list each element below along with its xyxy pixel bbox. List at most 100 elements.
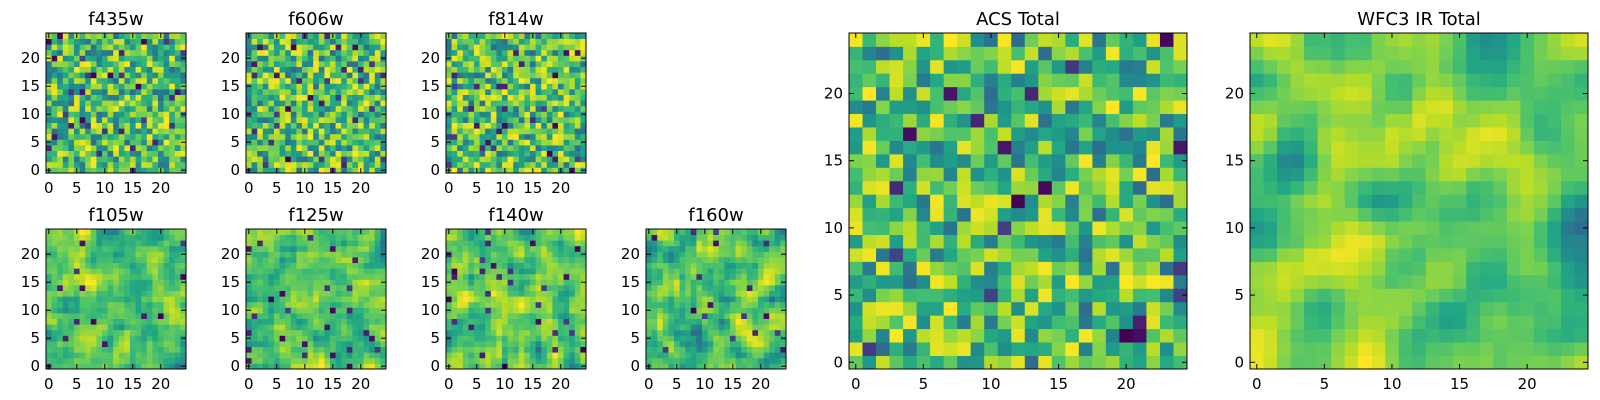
heatmap-cell xyxy=(163,352,170,359)
heatmap-cell xyxy=(169,301,176,308)
heatmap-cell xyxy=(79,335,86,342)
heatmap-cell xyxy=(374,251,381,258)
heatmap-cell xyxy=(135,363,142,370)
heatmap-cell xyxy=(696,273,703,280)
heatmap-cell xyxy=(674,296,680,303)
heatmap-cell xyxy=(302,55,308,62)
heatmap-cell xyxy=(174,279,181,286)
heatmap-cell xyxy=(646,273,652,280)
heatmap-cell xyxy=(735,313,742,319)
heatmap-cell xyxy=(546,145,553,151)
heatmap-cell xyxy=(290,346,297,353)
heatmap-cell xyxy=(274,296,280,303)
heatmap-cell xyxy=(518,72,525,79)
heatmap-cell xyxy=(358,296,364,303)
heatmap-cell xyxy=(251,324,258,331)
heatmap-cell xyxy=(674,290,680,297)
heatmap-cell xyxy=(574,89,581,95)
heatmap-cell xyxy=(446,245,452,252)
heatmap-cell xyxy=(674,245,680,252)
heatmap-cell xyxy=(1024,221,1039,235)
heatmap-cell xyxy=(302,301,308,308)
y-tick-label: 20 xyxy=(221,245,240,263)
heatmap-cell xyxy=(79,105,86,112)
heatmap-cell xyxy=(468,128,475,135)
heatmap-cell xyxy=(274,318,280,325)
heatmap-cell xyxy=(574,245,581,252)
heatmap-cell xyxy=(380,240,387,247)
heatmap-cell xyxy=(752,229,759,235)
heatmap-cell xyxy=(346,329,353,336)
heatmap-cell xyxy=(518,245,525,252)
heatmap-cell xyxy=(158,324,164,331)
heatmap-cell xyxy=(124,33,131,39)
heatmap-cell xyxy=(552,313,559,319)
heatmap-cell xyxy=(268,105,275,112)
heatmap-cell xyxy=(780,285,787,291)
heatmap-cell xyxy=(651,313,658,319)
heatmap-cell xyxy=(51,66,58,73)
heatmap-cell xyxy=(324,363,331,370)
heatmap-cell xyxy=(268,66,275,73)
heatmap-cell xyxy=(702,257,708,263)
heatmap-cell xyxy=(530,324,536,331)
heatmap-cell xyxy=(574,94,581,101)
heatmap-cell xyxy=(970,274,985,289)
heatmap-cell xyxy=(849,274,863,289)
heatmap-cell xyxy=(146,100,153,107)
heatmap-cell xyxy=(1038,248,1053,262)
heatmap-cell xyxy=(341,301,348,308)
heatmap-cell xyxy=(446,161,452,168)
heatmap-cell xyxy=(724,234,731,241)
heatmap-cell xyxy=(690,363,697,370)
heatmap-cell xyxy=(457,273,464,280)
heatmap-cell xyxy=(130,72,136,79)
heatmap-cell xyxy=(490,44,497,51)
heatmap-cell xyxy=(262,240,269,247)
heatmap-cell xyxy=(651,262,658,269)
heatmap-cell xyxy=(302,279,308,286)
heatmap-cell xyxy=(68,257,75,263)
heatmap-cell xyxy=(158,161,164,168)
heatmap-cell xyxy=(474,313,480,319)
heatmap-cell xyxy=(158,94,164,101)
heatmap-cell xyxy=(90,329,97,336)
heatmap-cell xyxy=(107,307,114,314)
heatmap-cell xyxy=(524,33,531,39)
heatmap-cell xyxy=(51,329,58,336)
heatmap-cell xyxy=(651,229,658,235)
heatmap-cell xyxy=(558,150,564,157)
heatmap-cell xyxy=(1159,355,1174,370)
heatmap-cell xyxy=(462,245,469,252)
heatmap-cell xyxy=(68,229,75,235)
heatmap-cell xyxy=(446,240,452,247)
panel-title: f814w xyxy=(488,9,543,30)
heatmap-cell xyxy=(130,156,136,163)
x-tick-label: 20 xyxy=(151,375,170,393)
heatmap-cell xyxy=(158,245,164,252)
heatmap-cell xyxy=(57,324,64,331)
heatmap-cell xyxy=(62,89,69,95)
heatmap-cell xyxy=(62,262,69,269)
heatmap-cell xyxy=(169,38,176,45)
heatmap-cell xyxy=(363,94,370,101)
heatmap-cell xyxy=(552,290,559,297)
heatmap-cell xyxy=(524,307,531,314)
heatmap-cell xyxy=(57,66,64,73)
heatmap-cell xyxy=(102,117,108,123)
heatmap-cell xyxy=(496,128,503,135)
heatmap-cell xyxy=(558,357,564,364)
heatmap-cell xyxy=(313,307,320,314)
heatmap-cell xyxy=(374,49,381,56)
heatmap-cell xyxy=(580,44,587,51)
heatmap-cell xyxy=(451,105,458,112)
heatmap-cell xyxy=(180,100,187,107)
heatmap-cell xyxy=(163,335,170,342)
heatmap-cell xyxy=(735,357,742,364)
heatmap-cell xyxy=(563,89,570,95)
heatmap-cell xyxy=(135,49,142,56)
heatmap-cell xyxy=(541,290,548,297)
heatmap-cell xyxy=(141,240,148,247)
heatmap-cell xyxy=(546,100,553,107)
heatmap-cell xyxy=(546,363,553,370)
